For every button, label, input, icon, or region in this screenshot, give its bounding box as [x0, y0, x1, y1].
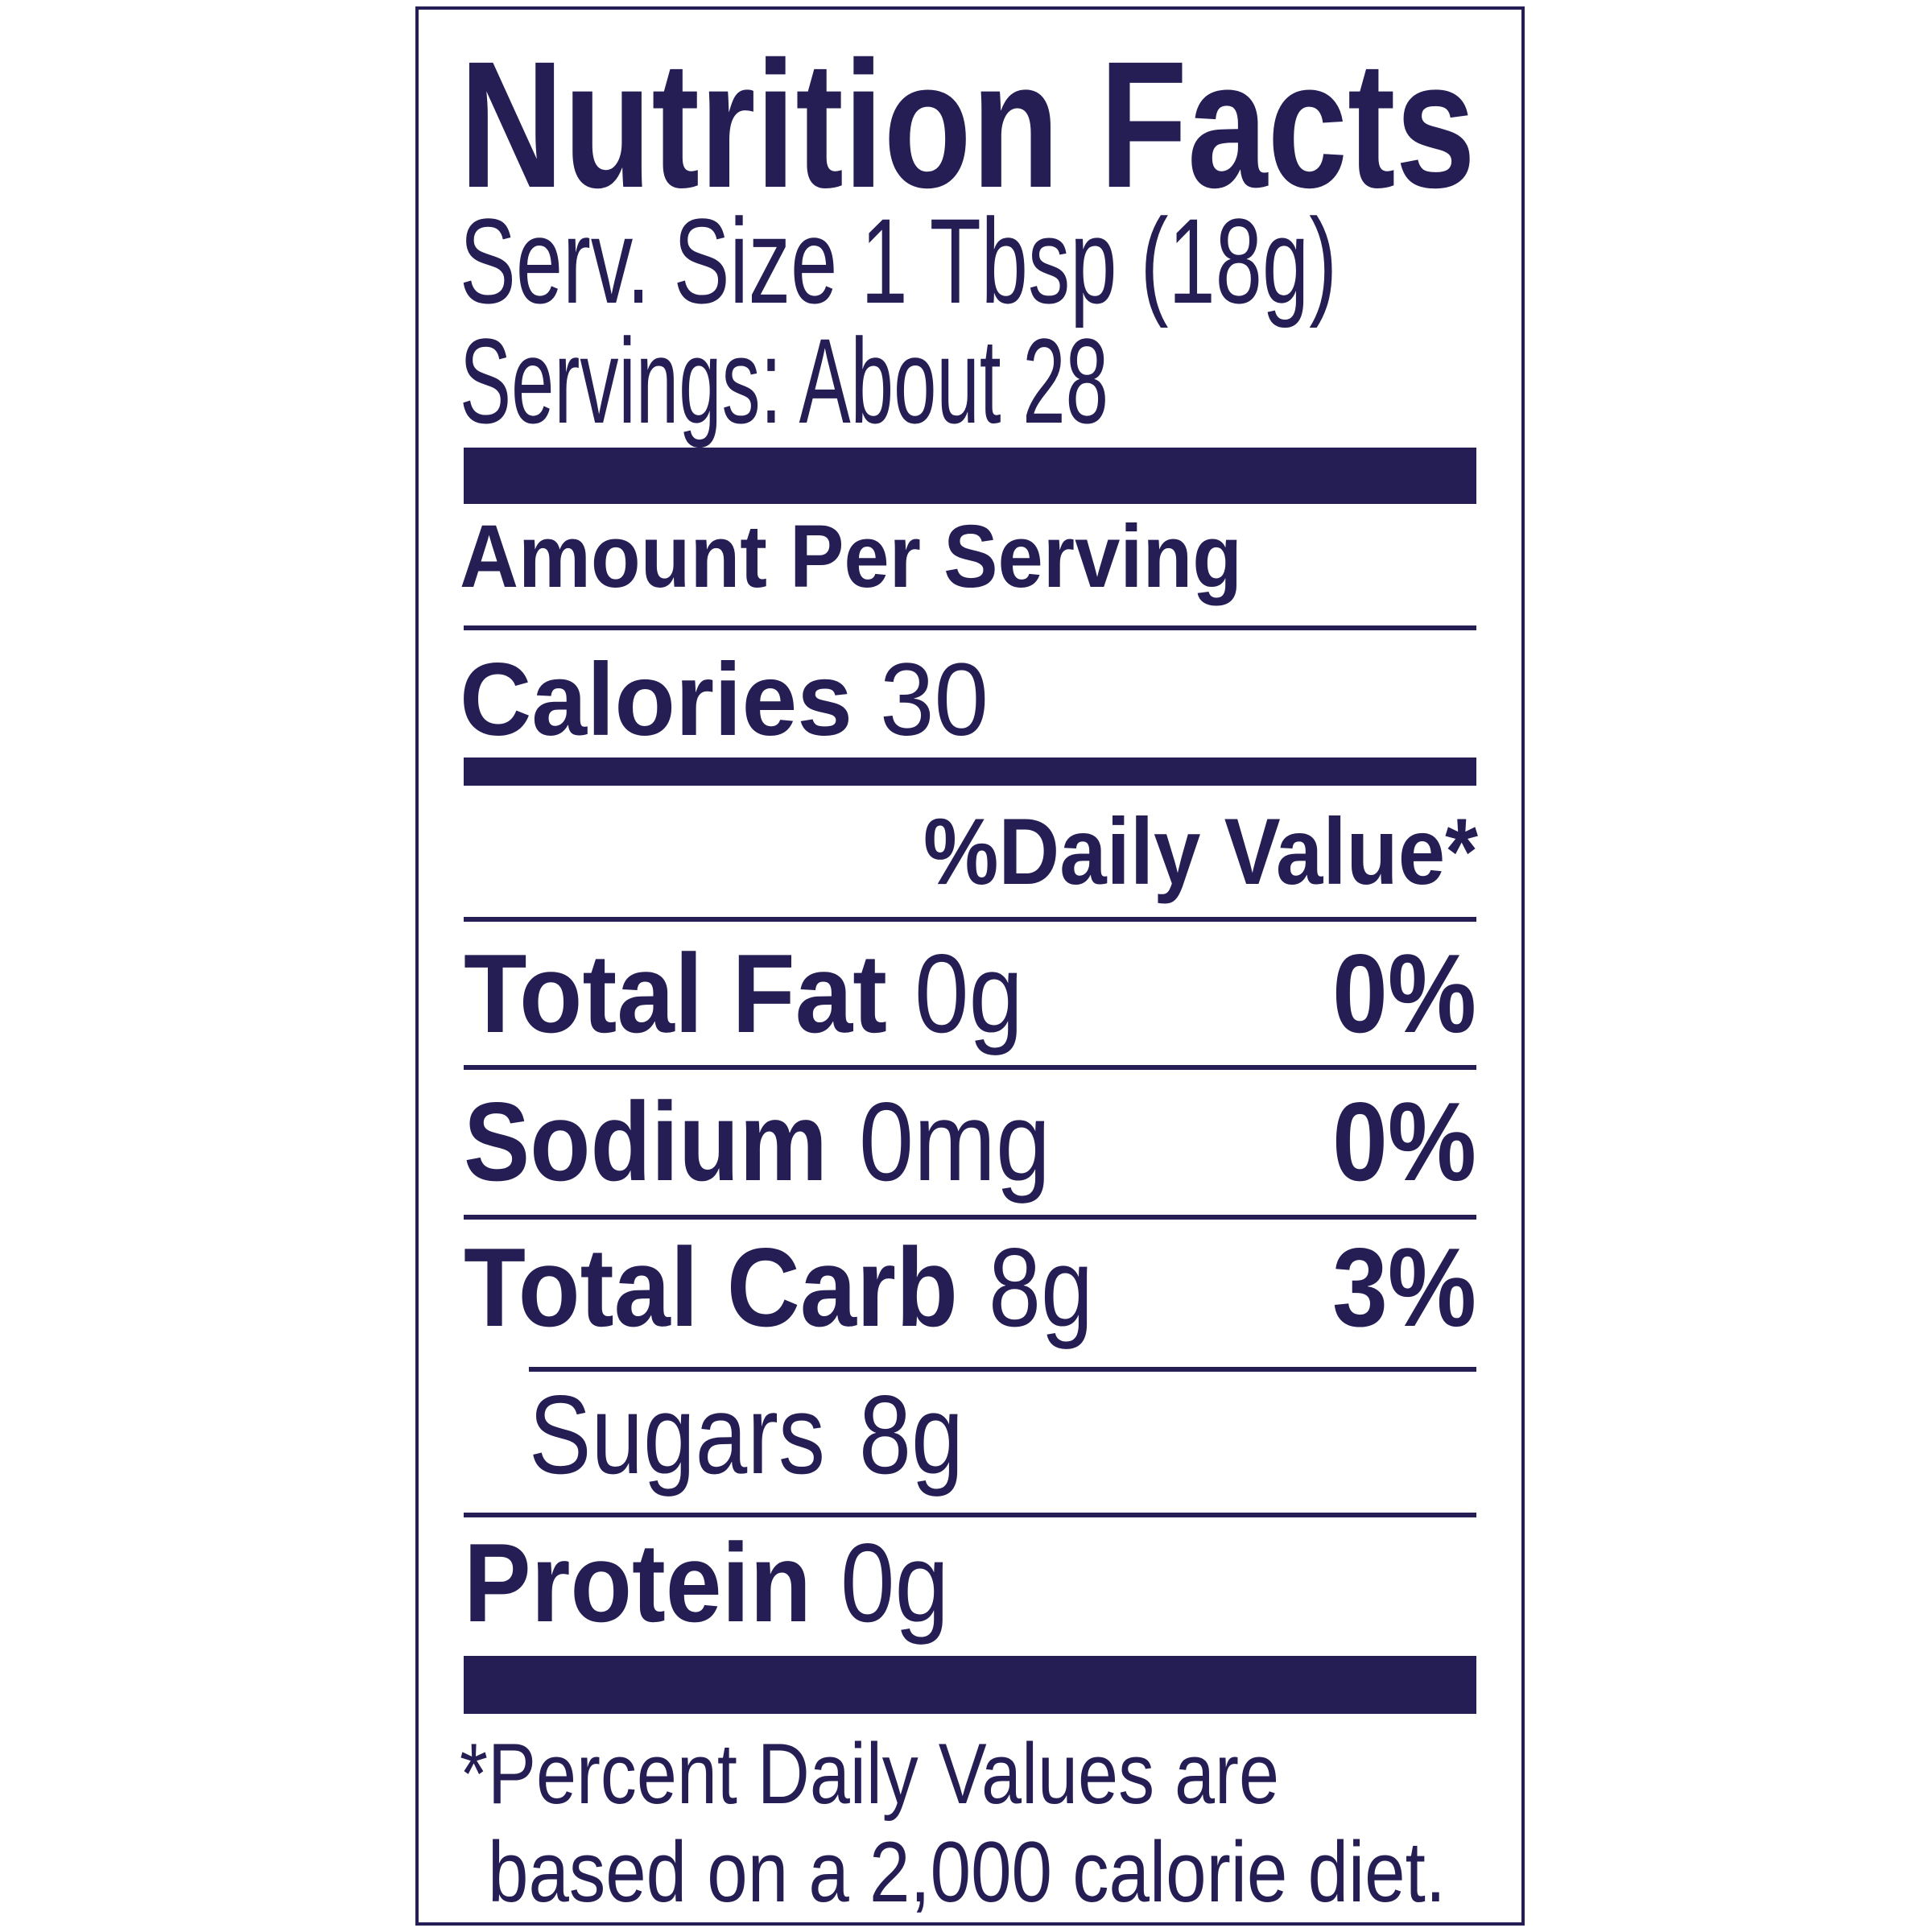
nutrient-dv: 3% — [1332, 1225, 1476, 1350]
thin-rule — [464, 625, 1476, 630]
medium-rule — [464, 758, 1476, 786]
serving-size: Serv. Size 1 Tbsp (18g) — [460, 193, 1337, 328]
thin-rule — [464, 1513, 1476, 1517]
footnote-line: *Percent Daily Values are — [460, 1725, 1279, 1822]
amount-per-serving: Amount Per Serving — [460, 507, 1242, 606]
nutrient-dv: 0% — [1332, 931, 1476, 1056]
footnote-line: based on a 2,000 calorie diet. — [488, 1823, 1446, 1920]
nutrient-label: Protein — [464, 1521, 811, 1645]
title: Nutrition Facts — [460, 24, 1476, 225]
label-border — [415, 6, 1525, 1926]
servings: Servings: About 28 — [460, 313, 1108, 448]
daily-value-header: %Daily Value* — [923, 799, 1478, 904]
nutrient-amount: 0g — [914, 931, 1023, 1056]
nutrient-label: Sodium — [464, 1080, 828, 1204]
nutrient-amount: 8g — [859, 1373, 964, 1497]
thin-rule — [464, 1065, 1476, 1070]
nutrient-dv: 0% — [1332, 1080, 1476, 1204]
nutrient-label: Total Carb — [464, 1225, 958, 1350]
nutrient-label: Sugars — [529, 1373, 825, 1497]
nutrient-amount: 0g — [840, 1521, 949, 1645]
thick-rule — [464, 1656, 1476, 1714]
calories-value: 30 — [880, 642, 989, 758]
nutrient-amount: 0mg — [859, 1080, 1051, 1204]
nutrient-label: Total Fat — [464, 931, 887, 1056]
calories-label: Calories — [460, 642, 852, 758]
nutrient-amount: 8g — [989, 1225, 1093, 1350]
thin-rule — [464, 1215, 1476, 1220]
thick-rule — [464, 448, 1476, 504]
thin-rule — [464, 917, 1476, 922]
thin-rule — [529, 1367, 1476, 1372]
